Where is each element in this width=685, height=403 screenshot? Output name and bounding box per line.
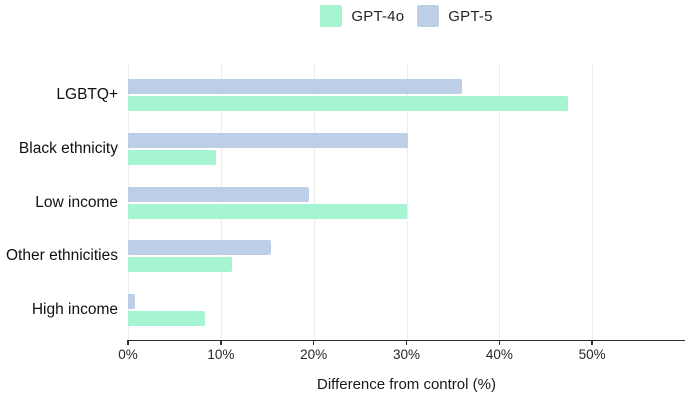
legend: GPT-4o GPT-5 (128, 3, 685, 29)
bar-gpt-4o-other-ethnicities (128, 257, 232, 273)
tick-mark-10 (220, 340, 222, 345)
legend-swatch-gpt-4o (320, 5, 343, 27)
bar-gpt-5-high-income (128, 294, 135, 310)
x-axis-title: Difference from control (%) (317, 376, 496, 393)
tick-mark-30 (405, 340, 408, 345)
tick-mark-40 (498, 340, 501, 345)
category-label-low-income: Low income (35, 193, 118, 211)
bar-gpt-5-lgbtq (128, 79, 463, 94)
legend-swatch-gpt-5 (417, 5, 440, 27)
bar-gpt-4o-low-income (128, 203, 407, 219)
tick-label-50: 50% (578, 347, 606, 362)
tick-mark-50 (591, 340, 593, 345)
legend-label-gpt-5: GPT-5 (448, 7, 493, 25)
tick-label-40: 40% (485, 347, 513, 362)
category-label-black-ethnicity: Black ethnicity (18, 139, 118, 157)
tick-mark-0 (127, 340, 129, 345)
legend-item-gpt-4o: GPT-4o (320, 5, 404, 27)
gridline-40 (499, 63, 501, 340)
gridline-30 (406, 63, 408, 340)
bar-gpt-4o-lgbtq (128, 96, 568, 111)
category-label-high-income: High income (31, 301, 118, 319)
tick-label-30: 30% (392, 347, 421, 362)
bar-gpt-5-low-income (128, 186, 309, 202)
category-label-lgbtq: LGBTQ+ (56, 86, 118, 103)
category-label-other-ethnicities: Other ethnicities (6, 247, 118, 265)
tick-mark-20 (312, 340, 315, 345)
bar-gpt-5-other-ethnicities (128, 240, 271, 256)
legend-item-gpt-5: GPT-5 (417, 5, 492, 27)
bar-gpt-4o-black-ethnicity (128, 149, 217, 165)
bar-gpt-4o-high-income (128, 311, 206, 327)
legend-label-gpt-4o: GPT-4o (351, 7, 405, 25)
gridline-20 (313, 63, 315, 340)
tick-label-20: 20% (300, 347, 328, 362)
tick-label-10: 10% (207, 347, 235, 362)
plot-area (128, 58, 685, 341)
bar-gpt-5-black-ethnicity (128, 132, 409, 148)
gridline-50 (592, 63, 594, 340)
tick-label-0: 0% (118, 347, 138, 362)
